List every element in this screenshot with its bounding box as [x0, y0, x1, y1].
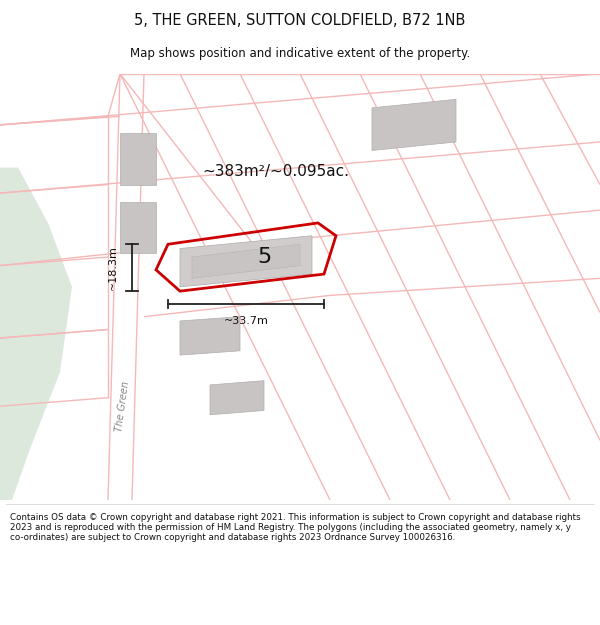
Polygon shape	[210, 381, 264, 415]
Polygon shape	[120, 202, 156, 252]
Polygon shape	[180, 236, 312, 287]
Text: Contains OS data © Crown copyright and database right 2021. This information is : Contains OS data © Crown copyright and d…	[10, 512, 580, 542]
Text: The Green: The Green	[115, 381, 131, 432]
Polygon shape	[372, 99, 456, 151]
Polygon shape	[120, 133, 156, 184]
Text: ~33.7m: ~33.7m	[224, 316, 268, 326]
Polygon shape	[180, 317, 240, 355]
Text: Map shows position and indicative extent of the property.: Map shows position and indicative extent…	[130, 47, 470, 59]
Text: 5, THE GREEN, SUTTON COLDFIELD, B72 1NB: 5, THE GREEN, SUTTON COLDFIELD, B72 1NB	[134, 13, 466, 28]
Text: ~18.3m: ~18.3m	[108, 245, 118, 290]
Text: ~383m²/~0.095ac.: ~383m²/~0.095ac.	[203, 164, 349, 179]
Text: 5: 5	[257, 247, 271, 267]
Polygon shape	[192, 244, 300, 278]
Polygon shape	[0, 168, 72, 500]
